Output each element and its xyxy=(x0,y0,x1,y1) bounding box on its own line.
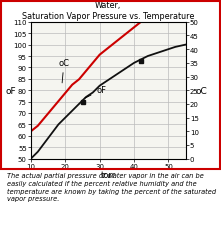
Text: The actual partial pressure of water vapor in the air can be
easily calculated i: The actual partial pressure of water vap… xyxy=(7,173,216,201)
Text: oC: oC xyxy=(58,59,69,84)
Y-axis label: oF: oF xyxy=(5,86,16,95)
X-axis label: torr: torr xyxy=(101,170,116,179)
Y-axis label: oC: oC xyxy=(196,86,208,95)
Title: Water,
Saturation Vapor Pressure vs. Temperature: Water, Saturation Vapor Pressure vs. Tem… xyxy=(22,0,194,21)
Text: oF: oF xyxy=(85,86,106,99)
